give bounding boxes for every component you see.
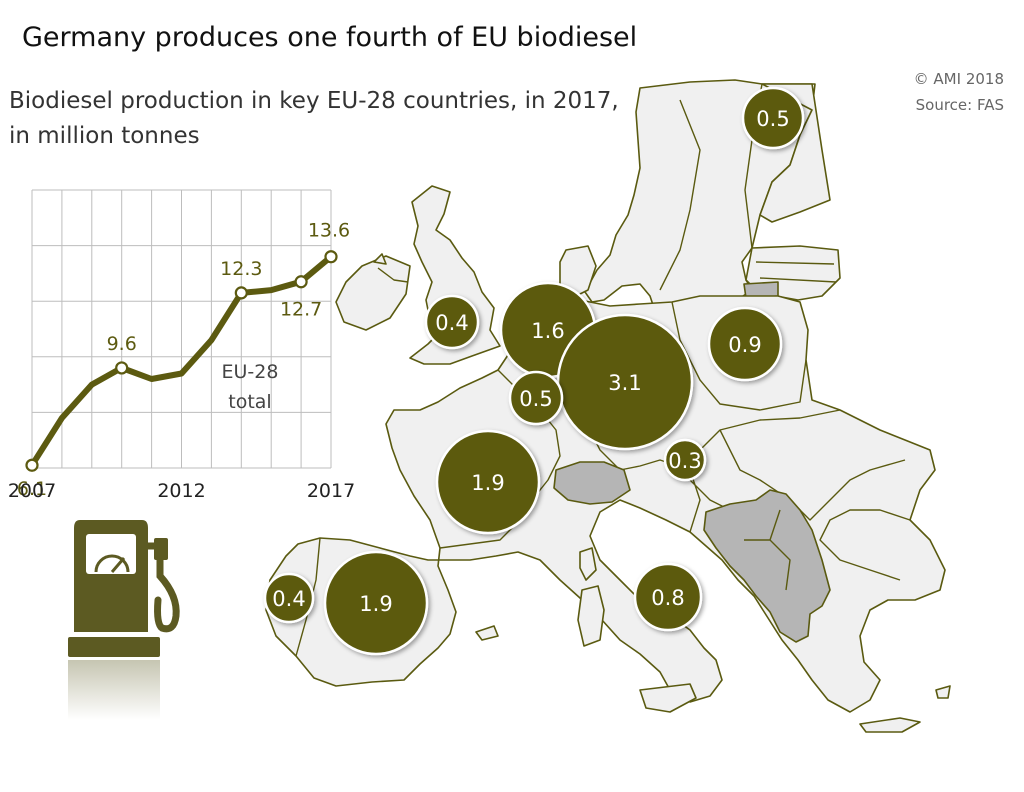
bubble-austria: 0.3 xyxy=(663,438,707,482)
bubble-finland-circle xyxy=(741,86,805,150)
marker-2016 xyxy=(294,275,308,289)
data-labels: 6.1 9.6 12.3 12.7 13.6 xyxy=(17,220,350,501)
x-tick-labels: 2007 2012 2017 xyxy=(8,480,355,502)
bubble-belgium: 0.5 xyxy=(508,370,564,426)
inset-line-chart: 6.1 9.6 12.3 12.7 13.6 2007 2012 2017 EU-28 to… xyxy=(8,189,355,502)
bubble-poland: 0.9 xyxy=(707,306,783,382)
data-label-2010: 9.6 xyxy=(107,333,137,355)
bubble-belgium-label: 0.5 xyxy=(519,387,552,411)
bubble-portugal-label: 0.4 xyxy=(272,587,305,611)
bubble-united-kingdom-label: 0.4 xyxy=(435,311,468,335)
bubble-germany-label: 3.1 xyxy=(608,371,641,395)
data-label-2014: 12.3 xyxy=(220,258,262,280)
data-label-2016: 12.7 xyxy=(280,299,322,321)
copyright-text: © AMI 2018 xyxy=(913,70,1004,88)
x-tick-label-2007: 2007 xyxy=(8,480,56,502)
page-title: Germany produces one fourth of EU biodie… xyxy=(22,22,638,53)
marker-2017 xyxy=(324,250,338,264)
credits: © AMI 2018 Source: FAS xyxy=(914,66,1004,118)
marker-2014 xyxy=(234,286,248,300)
northern-ireland-border xyxy=(377,267,409,283)
sardinia-shape xyxy=(577,585,605,647)
chart-subtitle: Biodiesel production in key EU-28 countr… xyxy=(9,84,649,154)
bubble-finland-label: 0.5 xyxy=(756,107,789,131)
eu28-series-line xyxy=(29,253,334,469)
pump-hose xyxy=(144,542,180,633)
pump-gauge-needle xyxy=(110,557,126,573)
bubble-netherlands-label: 1.6 xyxy=(531,319,564,343)
bubble-spain-label: 1.9 xyxy=(359,592,392,616)
marker-2007 xyxy=(25,458,39,472)
pump-gauge-arc xyxy=(94,554,130,573)
subtitle-line-1: Biodiesel production in key EU-28 countr… xyxy=(9,88,619,114)
inset-chart-grid xyxy=(31,189,332,469)
subtitle-line-2: in million tonnes xyxy=(9,123,200,149)
crete-shape xyxy=(859,717,921,733)
x-tick-label-2012: 2012 xyxy=(157,480,205,502)
bubble-italy: 0.8 xyxy=(633,562,703,632)
switzerland-shape xyxy=(553,461,631,505)
balearic-shape xyxy=(475,625,499,641)
bubble-portugal: 0.4 xyxy=(263,572,315,624)
corsica-shape xyxy=(579,547,597,581)
pump-nozzle xyxy=(154,538,168,560)
pump-reflection xyxy=(68,660,160,720)
bubble-layer: 0.5 0.4 1.6 0.9 3.1 0.5 0.3 1.9 xyxy=(263,86,805,656)
bubble-portugal-circle xyxy=(263,572,315,624)
bubble-italy-label: 0.8 xyxy=(651,586,684,610)
bubble-france-label: 1.9 xyxy=(471,471,504,495)
data-label-2007: 6.1 xyxy=(17,478,47,500)
bubble-belgium-circle xyxy=(508,370,564,426)
bubble-italy-circle xyxy=(633,562,703,632)
western-balkans-shape xyxy=(703,489,831,643)
sweden-border xyxy=(659,99,701,291)
europe-map xyxy=(265,79,951,733)
bubble-finland: 0.5 xyxy=(741,86,805,150)
pump-base xyxy=(68,637,160,657)
bubble-austria-label: 0.3 xyxy=(668,449,701,473)
series-markers xyxy=(25,250,338,472)
bubble-germany: 3.1 xyxy=(556,313,694,451)
annotation-eu28: EU-28 xyxy=(222,361,279,383)
bubble-united-kingdom: 0.4 xyxy=(424,294,480,350)
bubble-france-circle xyxy=(435,429,541,535)
finland-shape xyxy=(759,83,831,223)
iceland-islet-shape xyxy=(373,253,387,265)
sicily-shape xyxy=(639,683,697,713)
marker-2010 xyxy=(115,361,129,375)
source-text: Source: FAS xyxy=(915,96,1004,114)
ireland-shape xyxy=(335,255,411,331)
bubble-france: 1.9 xyxy=(435,429,541,535)
cyprus-shape xyxy=(935,685,951,699)
data-label-2017: 13.6 xyxy=(308,220,350,242)
bubble-spain-circle xyxy=(323,550,429,656)
bubble-poland-circle xyxy=(707,306,783,382)
baltic-borders xyxy=(755,261,837,283)
balkan-borders xyxy=(744,509,791,591)
bubble-poland-label: 0.9 xyxy=(728,333,761,357)
annotation-total: total xyxy=(228,391,271,413)
fuel-pump-icon xyxy=(68,520,180,720)
bubble-austria-circle xyxy=(663,438,707,482)
bubble-spain: 1.9 xyxy=(323,550,429,656)
bubble-united-kingdom-circle xyxy=(424,294,480,350)
x-tick-label-2017: 2017 xyxy=(307,480,355,502)
